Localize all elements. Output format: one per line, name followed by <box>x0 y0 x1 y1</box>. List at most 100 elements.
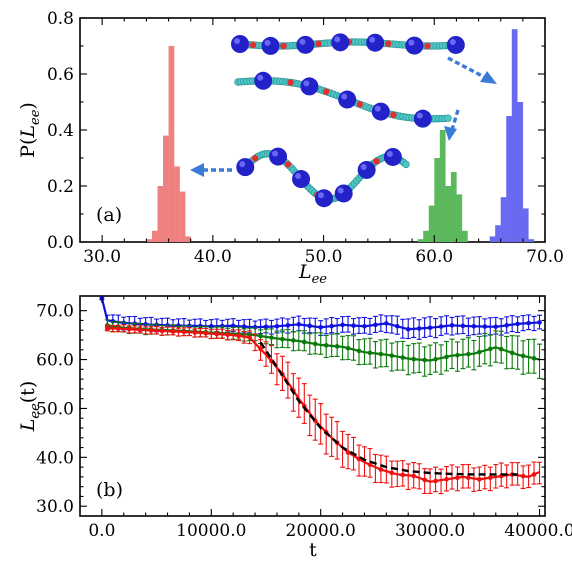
series-point <box>460 323 466 329</box>
histogram-bar <box>456 194 463 242</box>
series-point <box>225 332 231 338</box>
series-point <box>378 351 384 357</box>
histogram-bar <box>179 191 186 242</box>
chain-illustration-straight <box>231 33 465 55</box>
series-point <box>258 333 263 339</box>
series-point <box>389 470 395 476</box>
histogram-bar <box>174 166 180 242</box>
histogram-bar <box>185 236 191 242</box>
series-point <box>400 472 406 478</box>
series-point <box>433 357 438 362</box>
panel-b-axes-frame <box>79 295 546 517</box>
y-tick-label: 40.0 <box>36 448 74 468</box>
histogram-bar <box>489 236 496 242</box>
fit-dashed-line <box>259 341 518 476</box>
histogram-bar <box>151 230 158 242</box>
series-point <box>520 473 526 479</box>
series-point <box>318 324 324 330</box>
series-point <box>345 450 351 455</box>
series-point <box>214 331 220 337</box>
series-point <box>477 349 482 355</box>
series-point <box>137 327 143 333</box>
series-point <box>312 341 318 347</box>
panel-b-series <box>99 296 543 495</box>
histogram-bar <box>500 197 507 242</box>
series-point <box>477 477 482 482</box>
y-tick-label: 0.8 <box>47 9 74 29</box>
series-point <box>367 462 373 467</box>
series-point <box>466 475 471 481</box>
y-tick-label: 0.0 <box>47 233 74 253</box>
x-tick-label: 20000.0 <box>286 521 356 541</box>
panel-a-ylabel: P(Lee) <box>17 102 43 158</box>
x-tick-label: 40.0 <box>194 247 232 267</box>
series-point <box>520 353 526 359</box>
series-point <box>258 346 263 352</box>
series-point <box>422 477 427 483</box>
histogram-bar <box>450 172 457 242</box>
series-point <box>203 330 209 336</box>
series-point <box>126 326 132 332</box>
series-point <box>444 354 449 360</box>
panel-a-xlabel: Lee <box>298 261 327 287</box>
series-point <box>367 350 373 356</box>
series-point <box>351 323 356 328</box>
series-point <box>449 323 455 328</box>
series-point <box>526 320 531 326</box>
histogram-bar <box>146 239 153 242</box>
series-point <box>247 335 252 340</box>
histogram-bar <box>517 102 524 242</box>
series-point <box>487 346 493 352</box>
histogram-bar <box>428 205 435 242</box>
y-tick-label: 0.6 <box>47 65 74 85</box>
series-point <box>394 324 400 329</box>
series-point <box>285 323 291 328</box>
series-point <box>482 324 488 329</box>
series-point <box>362 324 367 329</box>
panel-b-xlabel: t <box>309 539 317 561</box>
series-point <box>509 350 515 356</box>
x-tick-label: 30000.0 <box>395 521 465 541</box>
series-point <box>455 475 460 481</box>
series-point <box>181 329 187 335</box>
x-tick-label: 50.0 <box>305 247 343 267</box>
series-point <box>340 322 345 328</box>
panel-a-histogram: 30.0 40.0 50.0 60.0 70.00.00.20.40.60.8 (a) … <box>17 9 564 287</box>
histogram-bar <box>417 239 424 242</box>
series-line <box>107 327 540 483</box>
y-tick-label: 0.2 <box>47 177 74 197</box>
series-point <box>384 321 389 326</box>
series-point <box>159 328 165 334</box>
arrow-to-red-histogram <box>190 163 232 177</box>
series-point <box>487 475 493 481</box>
x-tick-label: 60.0 <box>415 247 453 267</box>
series-point <box>531 472 537 477</box>
series-point <box>105 325 110 331</box>
y-tick-label: 30.0 <box>36 497 74 517</box>
series-point <box>280 336 285 342</box>
panel-a-ticks: 30.0 40.0 50.0 60.0 70.0 0.0 0.2 0.4 0.6 0.8 <box>47 9 564 267</box>
x-tick-label: 30.0 <box>83 247 121 267</box>
series-point <box>411 473 417 479</box>
series-point <box>498 346 504 352</box>
series-point <box>389 353 395 358</box>
panel-a-label: (a) <box>96 204 122 226</box>
series-point <box>301 339 307 345</box>
histogram-bar <box>511 29 518 243</box>
histogram-bar <box>168 46 175 242</box>
histogram-bar <box>157 186 164 242</box>
histogram-bar <box>434 158 441 242</box>
y-tick-label: 60.0 <box>36 351 74 371</box>
histogram-bar <box>528 239 535 242</box>
panel-a-bars <box>146 29 535 243</box>
series-point <box>170 329 176 334</box>
series-point <box>274 324 280 329</box>
series-point <box>493 324 499 330</box>
y-tick-label: 70.0 <box>36 302 74 322</box>
series-point <box>334 344 340 349</box>
histogram-bar <box>461 230 468 242</box>
panel-b-time-series: 0.0 10000.0 20000.0 30000.0 40000.0 30.0 40.0 5… <box>17 295 572 561</box>
series-point <box>323 343 329 348</box>
series-point <box>296 322 302 327</box>
